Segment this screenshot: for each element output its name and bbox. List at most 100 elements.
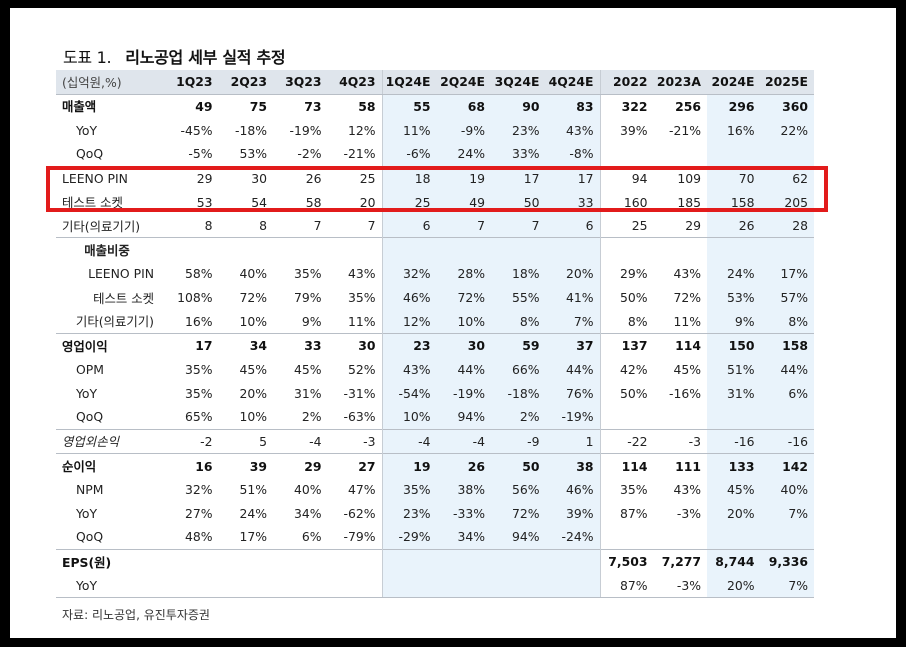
table-cell: -5% (188, 146, 213, 162)
table-cell: 32% (184, 482, 213, 498)
table-cell (654, 142, 708, 166)
table-row: YoY 27% 24% 34% -62% 23% -33% 72% 39% 87% -3% 20% 7% (56, 501, 814, 526)
table-cell: 16% (184, 313, 213, 329)
table-cell: 45% (239, 362, 267, 377)
table-cell: -9% (436, 118, 491, 142)
table-cell: -18% (491, 381, 546, 405)
table-cell (218, 237, 273, 263)
column-header: 1Q23 (164, 70, 219, 95)
table-cell (491, 548, 546, 574)
table-cell: -21% (668, 122, 701, 138)
table-cell: -63% (343, 409, 376, 425)
table-cell: -16 (707, 428, 761, 454)
table-cell: 72% (673, 290, 701, 306)
table-row: QoQ -5% 53% -2% -21% -6% 24% 33% -8% (56, 141, 814, 167)
table-cell: 50% (599, 285, 654, 310)
table-cell (545, 237, 600, 263)
table-cell: 31% (293, 385, 322, 401)
table-cell: 35% (381, 477, 437, 502)
table-cell: 17 (491, 165, 546, 191)
table-cell (381, 237, 437, 263)
report-page: 도표 1. 리노공업 세부 실적 추정 (십억원,%) 1Q23 2Q23 3Q23 4Q… (10, 8, 896, 638)
table-cell: 30 (218, 165, 273, 191)
row-label: 영업외손익 (56, 428, 164, 454)
table-cell (381, 548, 437, 574)
table-title: 도표 1. 리노공업 세부 실적 추정 (63, 44, 286, 68)
table-cell (218, 573, 273, 599)
row-label: 테스트 소켓 (62, 195, 123, 211)
table-cell: 6% (760, 381, 814, 405)
table-row: EPS(원) 7,503 7,277 8,744 9,336 (56, 548, 814, 574)
table-cell: -19% (289, 122, 322, 138)
table-cell: 49 (164, 93, 219, 119)
table-cell: 8% (760, 309, 814, 334)
table-cell: 53% (239, 146, 267, 162)
table-row: 매출액 49 75 73 58 55 68 90 83 322 256 296 360 (56, 93, 814, 119)
table-cell (707, 525, 761, 550)
table-row: YoY 35% 20% 31% -31% -54% -19% -18% 76% 50% -16% 31… (56, 381, 814, 405)
column-header: 3Q23 (273, 70, 328, 95)
table-cell: 322 (599, 93, 654, 119)
table-cell: 94 (599, 165, 654, 191)
table-cell (760, 525, 814, 550)
table-cell: 39% (545, 501, 600, 526)
table-row: QoQ 65% 10% 2% -63% 10% 94% 2% -19% (56, 404, 814, 430)
table-cell: 5 (218, 428, 273, 454)
table-cell: -62% (343, 505, 376, 521)
table-cell: 24% (436, 141, 491, 167)
table-cell (218, 548, 273, 574)
table-cell: 72% (239, 290, 267, 306)
row-label: 기타(의료기기) (62, 218, 141, 234)
table-cell: 49 (436, 190, 491, 214)
table-row: 기타(의료기기) 16% 10% 9% 11% 12% 10% 8% 7% 8% 11% 9% 8% (56, 309, 814, 334)
table-cell: 43% (545, 118, 600, 142)
table-cell: 8,744 (707, 548, 761, 574)
header-row: (십억원,%) 1Q23 2Q23 3Q23 4Q23 1Q24E 2Q24E 3Q24E 4Q… (56, 70, 814, 95)
table-cell (436, 548, 491, 574)
row-label: QoQ (76, 409, 104, 425)
table-cell: 31% (707, 381, 761, 405)
row-label: YoY (76, 385, 98, 401)
table-cell: 51% (239, 482, 267, 498)
table-cell (760, 237, 814, 263)
table-cell: 39 (218, 453, 273, 478)
table-cell: 23% (491, 118, 546, 142)
source-note: 자료: 리노공업, 유진투자증권 (62, 608, 210, 622)
table-cell (164, 548, 219, 574)
table-cell: 12% (381, 309, 437, 334)
table-cell: 7,503 (599, 548, 654, 574)
table-cell (653, 237, 707, 263)
table-cell: 53 (196, 194, 213, 210)
table-cell (327, 573, 382, 599)
table-cell: 56% (491, 477, 546, 502)
table-cell (707, 237, 761, 263)
table-cell: -18% (234, 122, 267, 138)
table-cell: 7% (760, 501, 814, 526)
table-cell: 114 (653, 333, 707, 358)
table-cell: -4 (436, 428, 491, 454)
table-cell: 256 (653, 93, 707, 119)
table-cell: 72% (491, 501, 546, 526)
table-cell: 45% (673, 362, 701, 377)
table-cell: 29% (599, 262, 654, 286)
row-label: LEENO PIN (56, 165, 164, 191)
table-cell: 6 (381, 213, 437, 238)
column-header: 2022 (599, 70, 654, 95)
table-row: 영업이익 17 34 33 30 23 30 59 37 137 114 150 158 (56, 333, 814, 358)
table-cell: 20 (359, 194, 376, 210)
table-cell: 51% (707, 357, 761, 382)
table-cell: 55% (491, 285, 546, 310)
column-header: 3Q24E (491, 70, 546, 95)
table-row: 테스트 소켓 53 54 58 20 25 49 50 33 160 185 158 205 (56, 190, 814, 214)
table-cell: 59 (491, 333, 546, 358)
table-cell: 34 (218, 333, 273, 358)
table-row: 순이익 16 39 29 27 19 26 50 38 114 111 133 142 (56, 453, 814, 478)
table-cell: 17 (545, 165, 600, 191)
table-cell: -3% (676, 505, 701, 521)
table-cell: 26 (707, 213, 761, 238)
row-label: YoY (76, 505, 98, 521)
table-cell: 6% (301, 529, 322, 545)
table-cell: 9,336 (760, 548, 814, 574)
table-cell: 133 (707, 453, 761, 478)
table-cell: 11% (381, 118, 437, 142)
